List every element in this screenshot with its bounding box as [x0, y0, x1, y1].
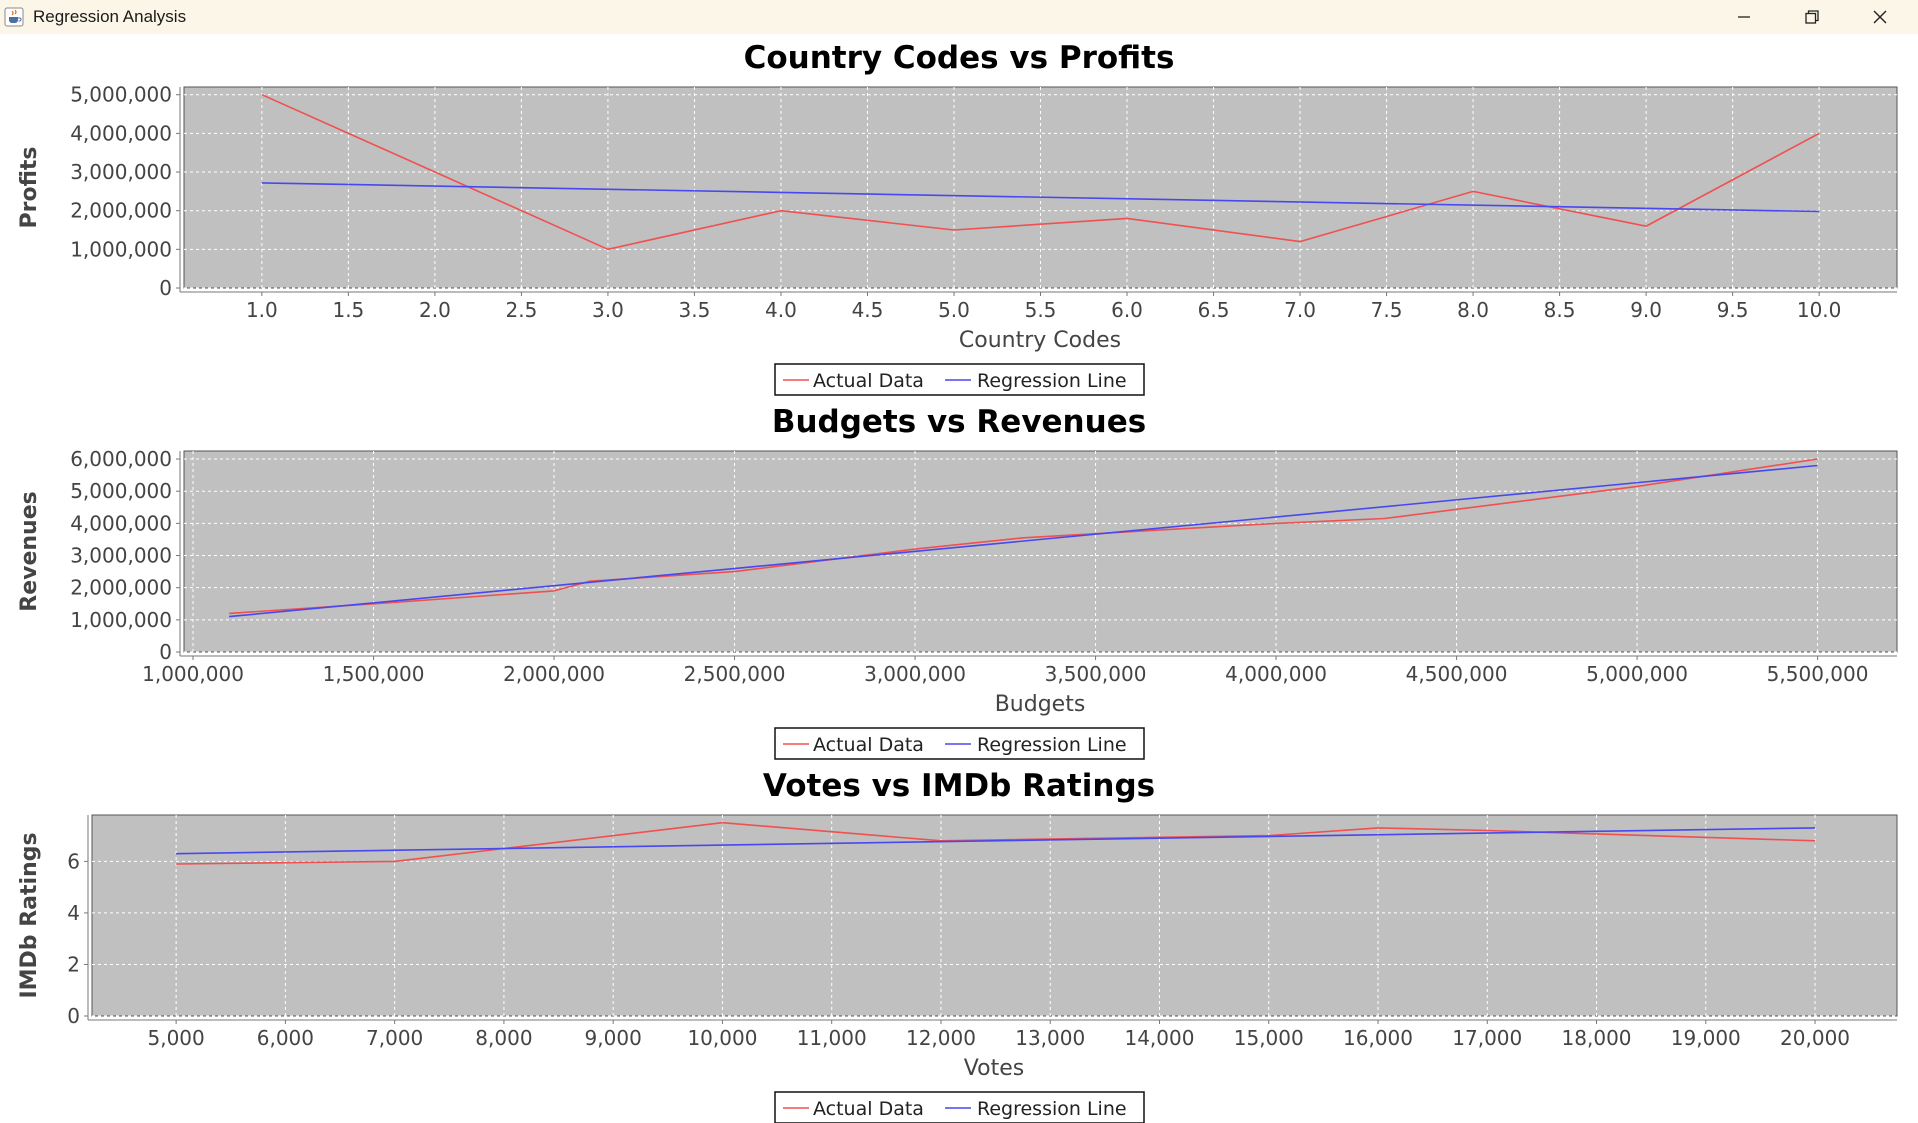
- chart-3-y-tick-label: 6: [67, 849, 80, 873]
- chart-2-y-tick-label: 1,000,000: [70, 608, 172, 632]
- chart-3-x-tick-label: 12,000: [906, 1026, 976, 1050]
- chart-3-y-tick-label: 0: [67, 1004, 80, 1028]
- chart-2-y-tick-label: 2,000,000: [70, 576, 172, 600]
- chart-2-legend-label-actual-data: Actual Data: [813, 734, 924, 756]
- chart-3-legend: Actual Data Regression Line: [774, 1091, 1145, 1123]
- chart-1-y-tick-label: 5,000,000: [70, 83, 172, 107]
- chart-3-x-tick-label: 9,000: [585, 1026, 642, 1050]
- chart-1-x-tick-label: 1.0: [246, 298, 278, 322]
- chart-3-regression-line-line: [176, 827, 1816, 855]
- chart-2-y-tick-label: 3,000,000: [70, 544, 172, 568]
- chart-3-x-tick-label: 5,000: [147, 1026, 204, 1050]
- restore-icon: [1805, 10, 1819, 24]
- chart-2-x-tick-label: 5,500,000: [1767, 662, 1869, 686]
- title-bar: Regression Analysis: [0, 0, 1918, 34]
- chart-1-y-tick-label: 4,000,000: [70, 121, 172, 145]
- chart-1-y-tick-label: 2,000,000: [70, 199, 172, 223]
- chart-1-x-tick-label: 5.5: [1025, 298, 1057, 322]
- chart-3-x-tick-label: 13,000: [1015, 1026, 1085, 1050]
- chart-2-x-tick-label: 4,500,000: [1406, 662, 1508, 686]
- chart-1-x-axis-label: Country Codes: [959, 328, 1121, 353]
- chart-3-x-tick-label: 19,000: [1671, 1026, 1741, 1050]
- chart-1-legend-label-actual-data: Actual Data: [813, 370, 924, 392]
- chart-2-legend-label-regression-line: Regression Line: [977, 734, 1127, 756]
- chart-2-y-axis-label: Revenues: [17, 491, 42, 611]
- chart-1-legend: Actual Data Regression Line: [774, 363, 1145, 396]
- chart-1-title: Country Codes vs Profits: [744, 40, 1175, 76]
- chart-2-y-tick-label: 4,000,000: [70, 511, 172, 535]
- chart-2-x-tick-label: 4,000,000: [1225, 662, 1327, 686]
- chart-1-x-tick-label: 7.5: [1371, 298, 1403, 322]
- chart-1-x-tick-label: 6.5: [1198, 298, 1230, 322]
- chart-3-y-axis-label: IMDb Ratings: [17, 832, 42, 998]
- chart-2-y-tick-label: 6,000,000: [70, 447, 172, 471]
- chart-1-x-tick-label: 3.5: [679, 298, 711, 322]
- chart-3-x-tick-label: 20,000: [1780, 1026, 1850, 1050]
- close-button[interactable]: [1846, 0, 1914, 34]
- restore-button[interactable]: [1778, 0, 1846, 34]
- chart-1-x-tick-label: 9.5: [1717, 298, 1749, 322]
- chart-2-plot-area: [183, 450, 1898, 653]
- chart-1-x-tick-label: 2.5: [506, 298, 538, 322]
- chart-1-x-tick-label: 8.5: [1544, 298, 1576, 322]
- chart-2-x-tick-label: 5,000,000: [1586, 662, 1688, 686]
- chart-2-x-tick-label: 3,000,000: [864, 662, 966, 686]
- chart-1-x-tick-label: 2.0: [419, 298, 451, 322]
- chart-1-x-tick-label: 5.0: [938, 298, 970, 322]
- chart-3-x-tick-label: 14,000: [1124, 1026, 1194, 1050]
- chart-3-x-tick-label: 10,000: [687, 1026, 757, 1050]
- chart-3-title: Votes vs IMDb Ratings: [763, 768, 1155, 804]
- close-icon: [1873, 10, 1887, 24]
- chart-2-y-tick-label: 0: [159, 640, 172, 664]
- chart-2-x-tick-label: 3,500,000: [1045, 662, 1147, 686]
- chart-2-title: Budgets vs Revenues: [772, 404, 1146, 440]
- window-title: Regression Analysis: [33, 7, 187, 26]
- chart-3-plot-area: [91, 814, 1898, 1017]
- charts-canvas: Country Codes vs Profits 1.0 1.5 2.0 2.5 3.0 3…: [17, 40, 1898, 1123]
- chart-3-x-tick-label: 11,000: [797, 1026, 867, 1050]
- chart-1-y-tick-label: 0: [159, 276, 172, 300]
- chart-1-x-tick-label: 4.0: [765, 298, 797, 322]
- chart-2-regression-line-line: [229, 464, 1818, 618]
- chart-1-x-tick-label: 3.0: [592, 298, 624, 322]
- chart-1-x-tick-label: 8.0: [1457, 298, 1489, 322]
- chart-3-legend-label-actual-data: Actual Data: [813, 1098, 924, 1120]
- minimize-button[interactable]: [1710, 0, 1778, 34]
- chart-1-y-tick-label: 1,000,000: [70, 237, 172, 261]
- chart-3-x-tick-label: 17,000: [1452, 1026, 1522, 1050]
- chart-1-x-tick-label: 4.5: [852, 298, 884, 322]
- chart-1-legend-label-regression-line: Regression Line: [977, 370, 1127, 392]
- chart-3-x-tick-label: 15,000: [1234, 1026, 1304, 1050]
- chart-3: Votes vs IMDb Ratings 5,000 6,000 7,000 8,00…: [17, 768, 1898, 1123]
- chart-1-regression-line-line: [261, 182, 1820, 213]
- chart-1-x-tick-label: 10.0: [1797, 298, 1842, 322]
- chart-3-x-tick-label: 18,000: [1562, 1026, 1632, 1050]
- chart-1-x-tick-label: 7.0: [1284, 298, 1316, 322]
- java-cup-icon: [4, 7, 24, 27]
- chart-1-y-axis-label: Profits: [17, 146, 42, 228]
- chart-2-x-tick-label: 2,500,000: [684, 662, 786, 686]
- chart-2: Budgets vs Revenues 1,000,000 1,500,000 2,0…: [17, 404, 1898, 760]
- minimize-icon: [1738, 16, 1750, 18]
- chart-1-x-tick-label: 9.0: [1630, 298, 1662, 322]
- chart-3-x-tick-label: 16,000: [1343, 1026, 1413, 1050]
- chart-1-actual-data-line: [261, 93, 1820, 251]
- chart-2-x-tick-label: 2,000,000: [503, 662, 605, 686]
- chart-2-legend: Actual Data Regression Line: [774, 727, 1145, 760]
- chart-1-x-tick-label: 1.5: [332, 298, 364, 322]
- chart-3-y-tick-label: 2: [67, 952, 80, 976]
- chart-3-x-tick-label: 6,000: [257, 1026, 314, 1050]
- chart-3-legend-label-regression-line: Regression Line: [977, 1098, 1127, 1120]
- chart-3-y-tick-label: 4: [67, 901, 80, 925]
- chart-3-x-tick-label: 8,000: [475, 1026, 532, 1050]
- chart-2-x-axis-label: Budgets: [995, 692, 1086, 717]
- chart-3-x-tick-label: 7,000: [366, 1026, 423, 1050]
- chart-1-x-tick-label: 6.0: [1111, 298, 1143, 322]
- chart-1-y-tick-label: 3,000,000: [70, 160, 172, 184]
- chart-2-x-tick-label: 1,500,000: [323, 662, 425, 686]
- chart-2-x-tick-label: 1,000,000: [142, 662, 244, 686]
- chart-2-y-tick-label: 5,000,000: [70, 479, 172, 503]
- chart-3-x-axis-label: Votes: [964, 1056, 1024, 1081]
- chart-1: Country Codes vs Profits 1.0 1.5 2.0 2.5 3.0 3…: [17, 40, 1898, 396]
